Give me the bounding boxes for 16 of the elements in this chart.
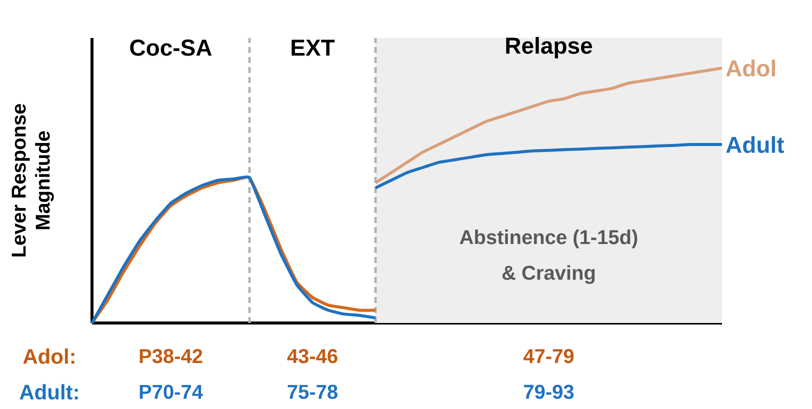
text: Adol: [23,348,74,364]
text: 47-79 [523,349,574,364]
series-label: Adol [726,60,776,77]
text: Relapse [506,36,592,58]
text: P70-74 [140,384,203,399]
text: 75-78 [288,384,338,399]
text: 79-93 [524,384,574,399]
series-label: Adult [726,136,784,153]
text: Adult: [20,384,78,400]
text: P38-42 [140,349,202,364]
annotation: Abstinence (1-15d) [460,230,638,248]
text: EXT [292,40,335,56]
text: 43-46 [287,349,338,364]
text: Coc-SA [130,40,212,56]
y-axis-title: Lever Response Magnitude [12,104,54,256]
annotation: & Craving [502,265,595,284]
